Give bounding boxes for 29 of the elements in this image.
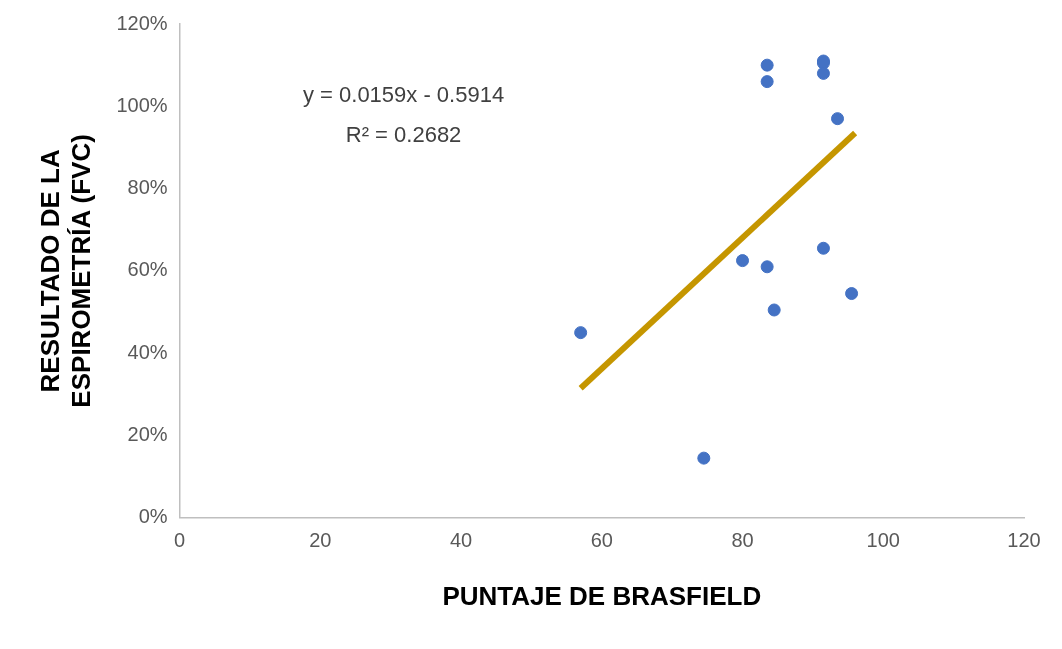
point (816, 241, 830, 255)
x-axis-title: PUNTAJE DE BRASFIELD (442, 580, 762, 611)
y-tick-label: 60% (127, 258, 168, 281)
x-tick-label: 60 (590, 529, 613, 552)
point (760, 58, 774, 72)
point (816, 66, 830, 80)
point (845, 287, 859, 301)
x-tick-label: 80 (731, 529, 754, 552)
y-tick-label: 0% (138, 505, 168, 528)
point (697, 451, 711, 465)
annotation: y = 0.0159x - 0.5914 (302, 82, 505, 108)
x-tick-label: 0 (173, 529, 186, 552)
annotation: R² = 0.2682 (345, 122, 462, 148)
y-axis-title: RESULTADO DE LA ESPIROMETRÍA (FVC) (34, 134, 96, 408)
y-tick-label: 80% (127, 176, 168, 199)
point (760, 260, 774, 274)
y-tick-label: 20% (127, 423, 168, 446)
x-tick-label: 20 (309, 529, 332, 552)
x-tick-label: 40 (449, 529, 473, 552)
y-tick-label: 40% (127, 340, 168, 363)
y-tick-label: 120% (116, 11, 168, 34)
y-tick-label: 100% (116, 93, 168, 116)
point (574, 326, 588, 340)
point (760, 75, 774, 89)
point (831, 112, 845, 126)
x-tick-label: 120 (1007, 529, 1041, 552)
point (736, 254, 750, 268)
point (767, 303, 781, 317)
x-tick-label: 100 (866, 529, 900, 552)
